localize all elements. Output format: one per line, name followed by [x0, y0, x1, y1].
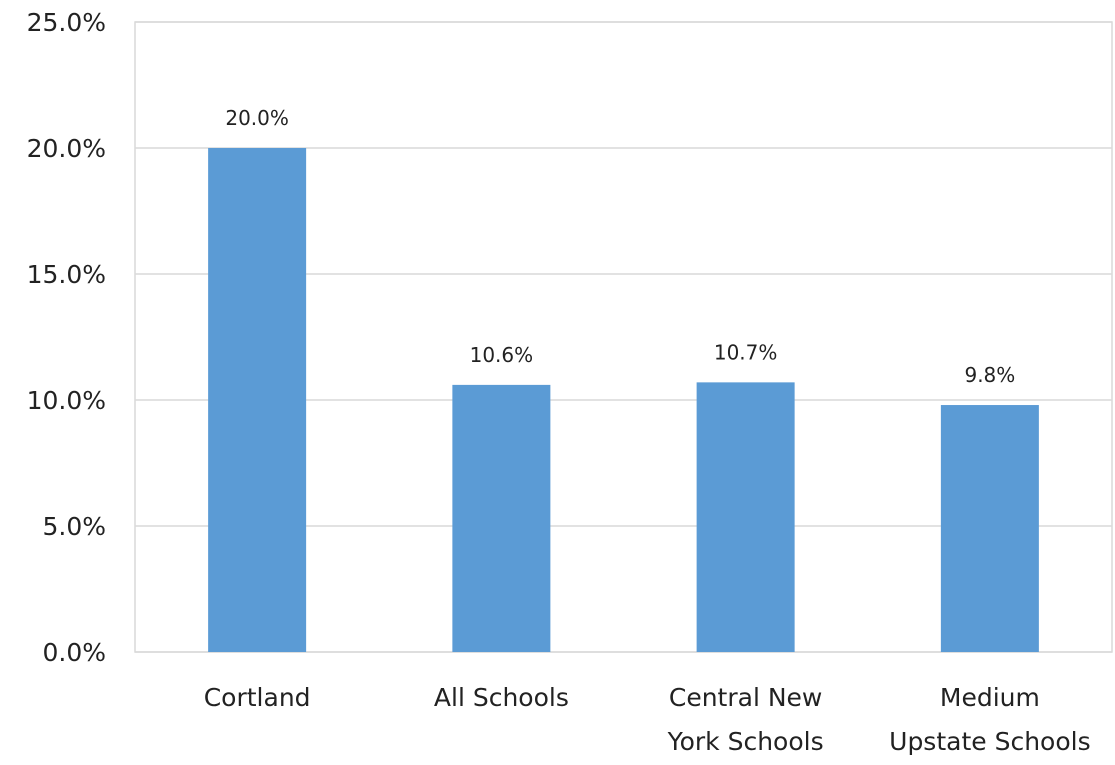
- y-tick-label: 25.0%: [27, 8, 106, 37]
- y-tick-label: 20.0%: [27, 134, 106, 163]
- bar: [696, 382, 795, 652]
- y-tick-label: 10.0%: [27, 386, 106, 415]
- bar: [940, 405, 1039, 652]
- bar: [452, 384, 551, 652]
- bars-layer: [208, 148, 1039, 652]
- x-tick-label: Central New: [669, 683, 823, 712]
- y-tick-label: 5.0%: [42, 512, 106, 541]
- x-tick-label: Cortland: [204, 683, 311, 712]
- data-label: 9.8%: [964, 363, 1015, 387]
- y-tick-label: 0.0%: [42, 638, 106, 667]
- bar: [208, 148, 307, 652]
- x-tick-label: Medium: [940, 683, 1040, 712]
- data-label: 10.7%: [714, 340, 778, 364]
- y-tick-label: 15.0%: [27, 260, 106, 289]
- data-label: 20.0%: [225, 106, 289, 130]
- labels-layer: 0.0% 5.0% 10.0% 15.0% 20.0% 25.0% 20.0% Cortlan…: [27, 8, 1091, 756]
- x-tick-label: All Schools: [434, 683, 569, 712]
- x-tick-label: York Schools: [667, 727, 824, 756]
- data-label: 10.6%: [470, 343, 534, 367]
- x-tick-label: Upstate Schools: [889, 727, 1090, 756]
